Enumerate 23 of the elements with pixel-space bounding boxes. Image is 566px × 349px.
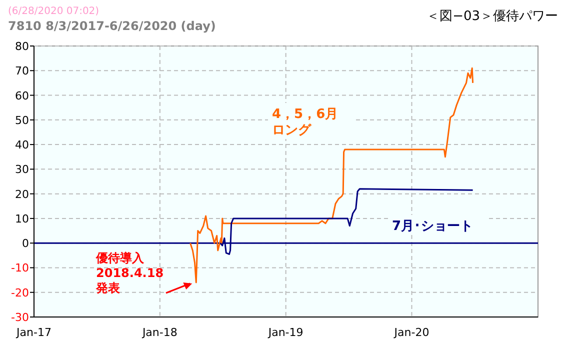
y-tick-label: 0 — [22, 237, 29, 250]
y-tick-label: -10 — [11, 262, 29, 275]
y-tick-label: -20 — [11, 286, 29, 300]
y-tick-label: -30 — [11, 311, 29, 324]
x-tick-label: Jan-17 — [16, 326, 52, 339]
y-tick-label: 40 — [15, 138, 29, 152]
y-tick-label: 60 — [15, 89, 29, 102]
series-label: 4，5，6月ロング — [272, 107, 338, 138]
annotation: 優待導入 2018.4.18 発表 — [95, 251, 164, 295]
x-tick-label: Jan-19 — [267, 326, 304, 339]
y-tick-label: 70 — [15, 64, 29, 78]
y-tick-label: 30 — [15, 163, 29, 176]
x-tick-label: Jan-20 — [393, 326, 430, 339]
y-tick-label: 20 — [15, 188, 29, 201]
x-tick-label: Jan-18 — [141, 326, 178, 339]
chart-subtitle: 7810 8/3/2017-6/26/2020 (day) — [8, 19, 216, 33]
text: 7月･ショート — [392, 219, 474, 234]
text: (6/28/2020 07:02) — [8, 6, 100, 17]
y-tick-label: 10 — [15, 212, 29, 226]
y-tick-label: 50 — [15, 114, 29, 127]
chart-title: ＜図−03＞優待パワー — [426, 9, 558, 24]
y-tick-label: 80 — [15, 40, 29, 53]
line-series — [190, 67, 474, 284]
